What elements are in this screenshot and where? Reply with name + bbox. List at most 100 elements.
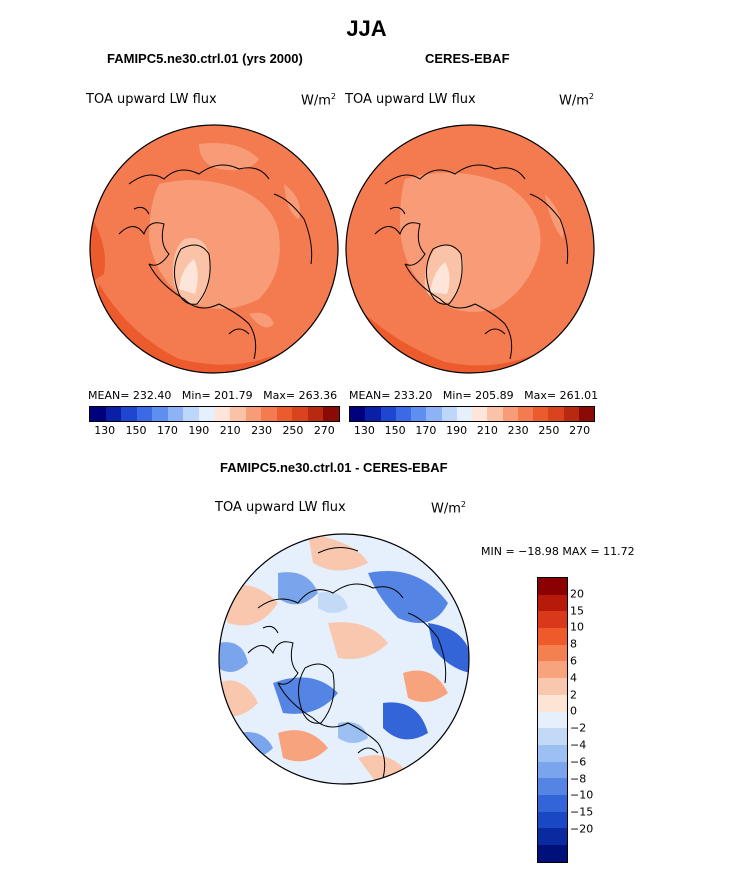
obs-mean: 233.20 (393, 389, 433, 402)
colorbar-swatch (538, 694, 567, 712)
colorbar-swatch (502, 407, 518, 421)
colorbar-tick-label: −2 (570, 721, 587, 735)
colorbar-tick-label: 270 (313, 424, 335, 437)
colorbar-tick-label: −20 (570, 822, 594, 836)
colorbar-tick-label: 250 (282, 424, 304, 437)
colorbar-tick-label: 15 (570, 604, 584, 618)
colorbar-swatch (538, 761, 567, 779)
colorbar-tick-label: 210 (219, 424, 241, 437)
colorbar-swatch (230, 407, 246, 421)
colorbar-swatch (538, 778, 567, 795)
diff-colorbar-ticks: 20 15 10 8 6 4 2 0 −2 −4 −6 −8 −10 −15 −20 (570, 577, 610, 835)
colorbar-tick-label: −4 (570, 738, 587, 752)
colorbar-swatch (538, 728, 567, 745)
colorbar-swatch (538, 661, 567, 679)
colorbar-tick-label: 130 (94, 424, 116, 437)
colorbar-swatch (578, 407, 594, 421)
colorbar-tick-label: −10 (570, 788, 594, 802)
colorbar-tick-label: 10 (570, 620, 584, 634)
colorbar-swatch (105, 407, 122, 421)
colorbar-tick-label: 150 (125, 424, 147, 437)
colorbar-tick-label: 2 (570, 688, 577, 702)
colorbar-tick-label: 210 (476, 424, 498, 437)
colorbar-swatch (395, 407, 411, 421)
colorbar-swatch (380, 407, 396, 421)
colorbar-tick-label: −8 (570, 772, 587, 786)
colorbar-swatch (183, 407, 199, 421)
model-case-title: FAMIPC5.ne30.ctrl.01 (yrs 2000) (107, 51, 303, 66)
diff-units-label: W/m2 (431, 500, 466, 517)
diff-variable-label: TOA upward LW flux (215, 500, 346, 515)
colorbar-swatch (214, 407, 231, 421)
model-colorbar (89, 406, 340, 422)
obs-units-label: W/m2 (559, 92, 594, 109)
colorbar-swatch (198, 407, 215, 421)
colorbar-tick-label: 190 (188, 424, 210, 437)
colorbar-swatch (548, 407, 564, 421)
page-title: JJA (346, 16, 387, 41)
colorbar-swatch (90, 407, 106, 421)
colorbar-swatch (441, 407, 457, 421)
colorbar-swatch (426, 407, 442, 421)
model-max: 263.36 (298, 389, 338, 402)
obs-colorbar-ticks: 130 150 170 190 210 230 250 270 (349, 424, 593, 438)
colorbar-swatch (538, 811, 567, 829)
colorbar-swatch (167, 407, 184, 421)
colorbar-swatch (517, 407, 533, 421)
diff-map (218, 533, 470, 785)
diff-minmax: MIN = −18.98 MAX = 11.72 (481, 545, 635, 558)
obs-stats: MEAN= 233.20 Min= 205.89 Max= 261.01 (349, 389, 599, 402)
model-mean: 232.40 (132, 389, 172, 402)
model-map (89, 124, 339, 374)
diff-case-title: FAMIPC5.ne30.ctrl.01 - CERES-EBAF (220, 460, 448, 475)
colorbar-tick-label: 0 (570, 704, 577, 718)
colorbar-swatch (472, 407, 488, 421)
model-variable-label: TOA upward LW flux (86, 92, 217, 107)
colorbar-swatch (533, 407, 549, 421)
colorbar-swatch (121, 407, 137, 421)
colorbar-swatch (276, 407, 293, 421)
colorbar-swatch (538, 628, 567, 645)
colorbar-tick-label: 270 (569, 424, 591, 437)
colorbar-tick-label: 230 (507, 424, 529, 437)
colorbar-swatch (538, 794, 567, 812)
colorbar-swatch (538, 611, 567, 629)
colorbar-swatch (365, 407, 381, 421)
obs-case-title: CERES-EBAF (425, 51, 510, 66)
model-units-label: W/m2 (301, 92, 336, 109)
colorbar-tick-label: 130 (353, 424, 375, 437)
colorbar-tick-label: 6 (570, 654, 577, 668)
obs-max: 261.01 (559, 389, 599, 402)
obs-variable-label: TOA upward LW flux (345, 92, 476, 107)
colorbar-swatch (292, 407, 308, 421)
colorbar-tick-label: 8 (570, 637, 577, 651)
colorbar-tick-label: 170 (156, 424, 178, 437)
colorbar-swatch (307, 407, 324, 421)
colorbar-tick-label: 190 (446, 424, 468, 437)
colorbar-tick-label: 230 (251, 424, 273, 437)
colorbar-swatch (538, 744, 567, 762)
colorbar-swatch (136, 407, 153, 421)
colorbar-swatch (261, 407, 277, 421)
colorbar-swatch (350, 407, 366, 421)
colorbar-swatch (538, 578, 567, 595)
colorbar-tick-label: 250 (538, 424, 560, 437)
colorbar-swatch (538, 594, 567, 612)
obs-min: 205.89 (475, 389, 514, 402)
colorbar-tick-label: −15 (570, 805, 594, 819)
colorbar-swatch (538, 678, 567, 695)
colorbar-tick-label: 150 (384, 424, 406, 437)
colorbar-swatch (411, 407, 427, 421)
colorbar-swatch (152, 407, 168, 421)
colorbar-tick-label: 20 (570, 587, 584, 601)
obs-colorbar (349, 406, 595, 422)
model-colorbar-ticks: 130 150 170 190 210 230 250 270 (89, 424, 338, 438)
obs-map (345, 124, 595, 374)
colorbar-tick-label: 4 (570, 671, 577, 685)
colorbar-swatch (245, 407, 262, 421)
diff-colorbar (537, 577, 568, 863)
model-stats: MEAN= 232.40 Min= 201.79 Max= 263.36 (88, 389, 338, 402)
colorbar-swatch (538, 711, 567, 729)
colorbar-tick-label: 170 (415, 424, 437, 437)
colorbar-swatch (538, 845, 567, 862)
